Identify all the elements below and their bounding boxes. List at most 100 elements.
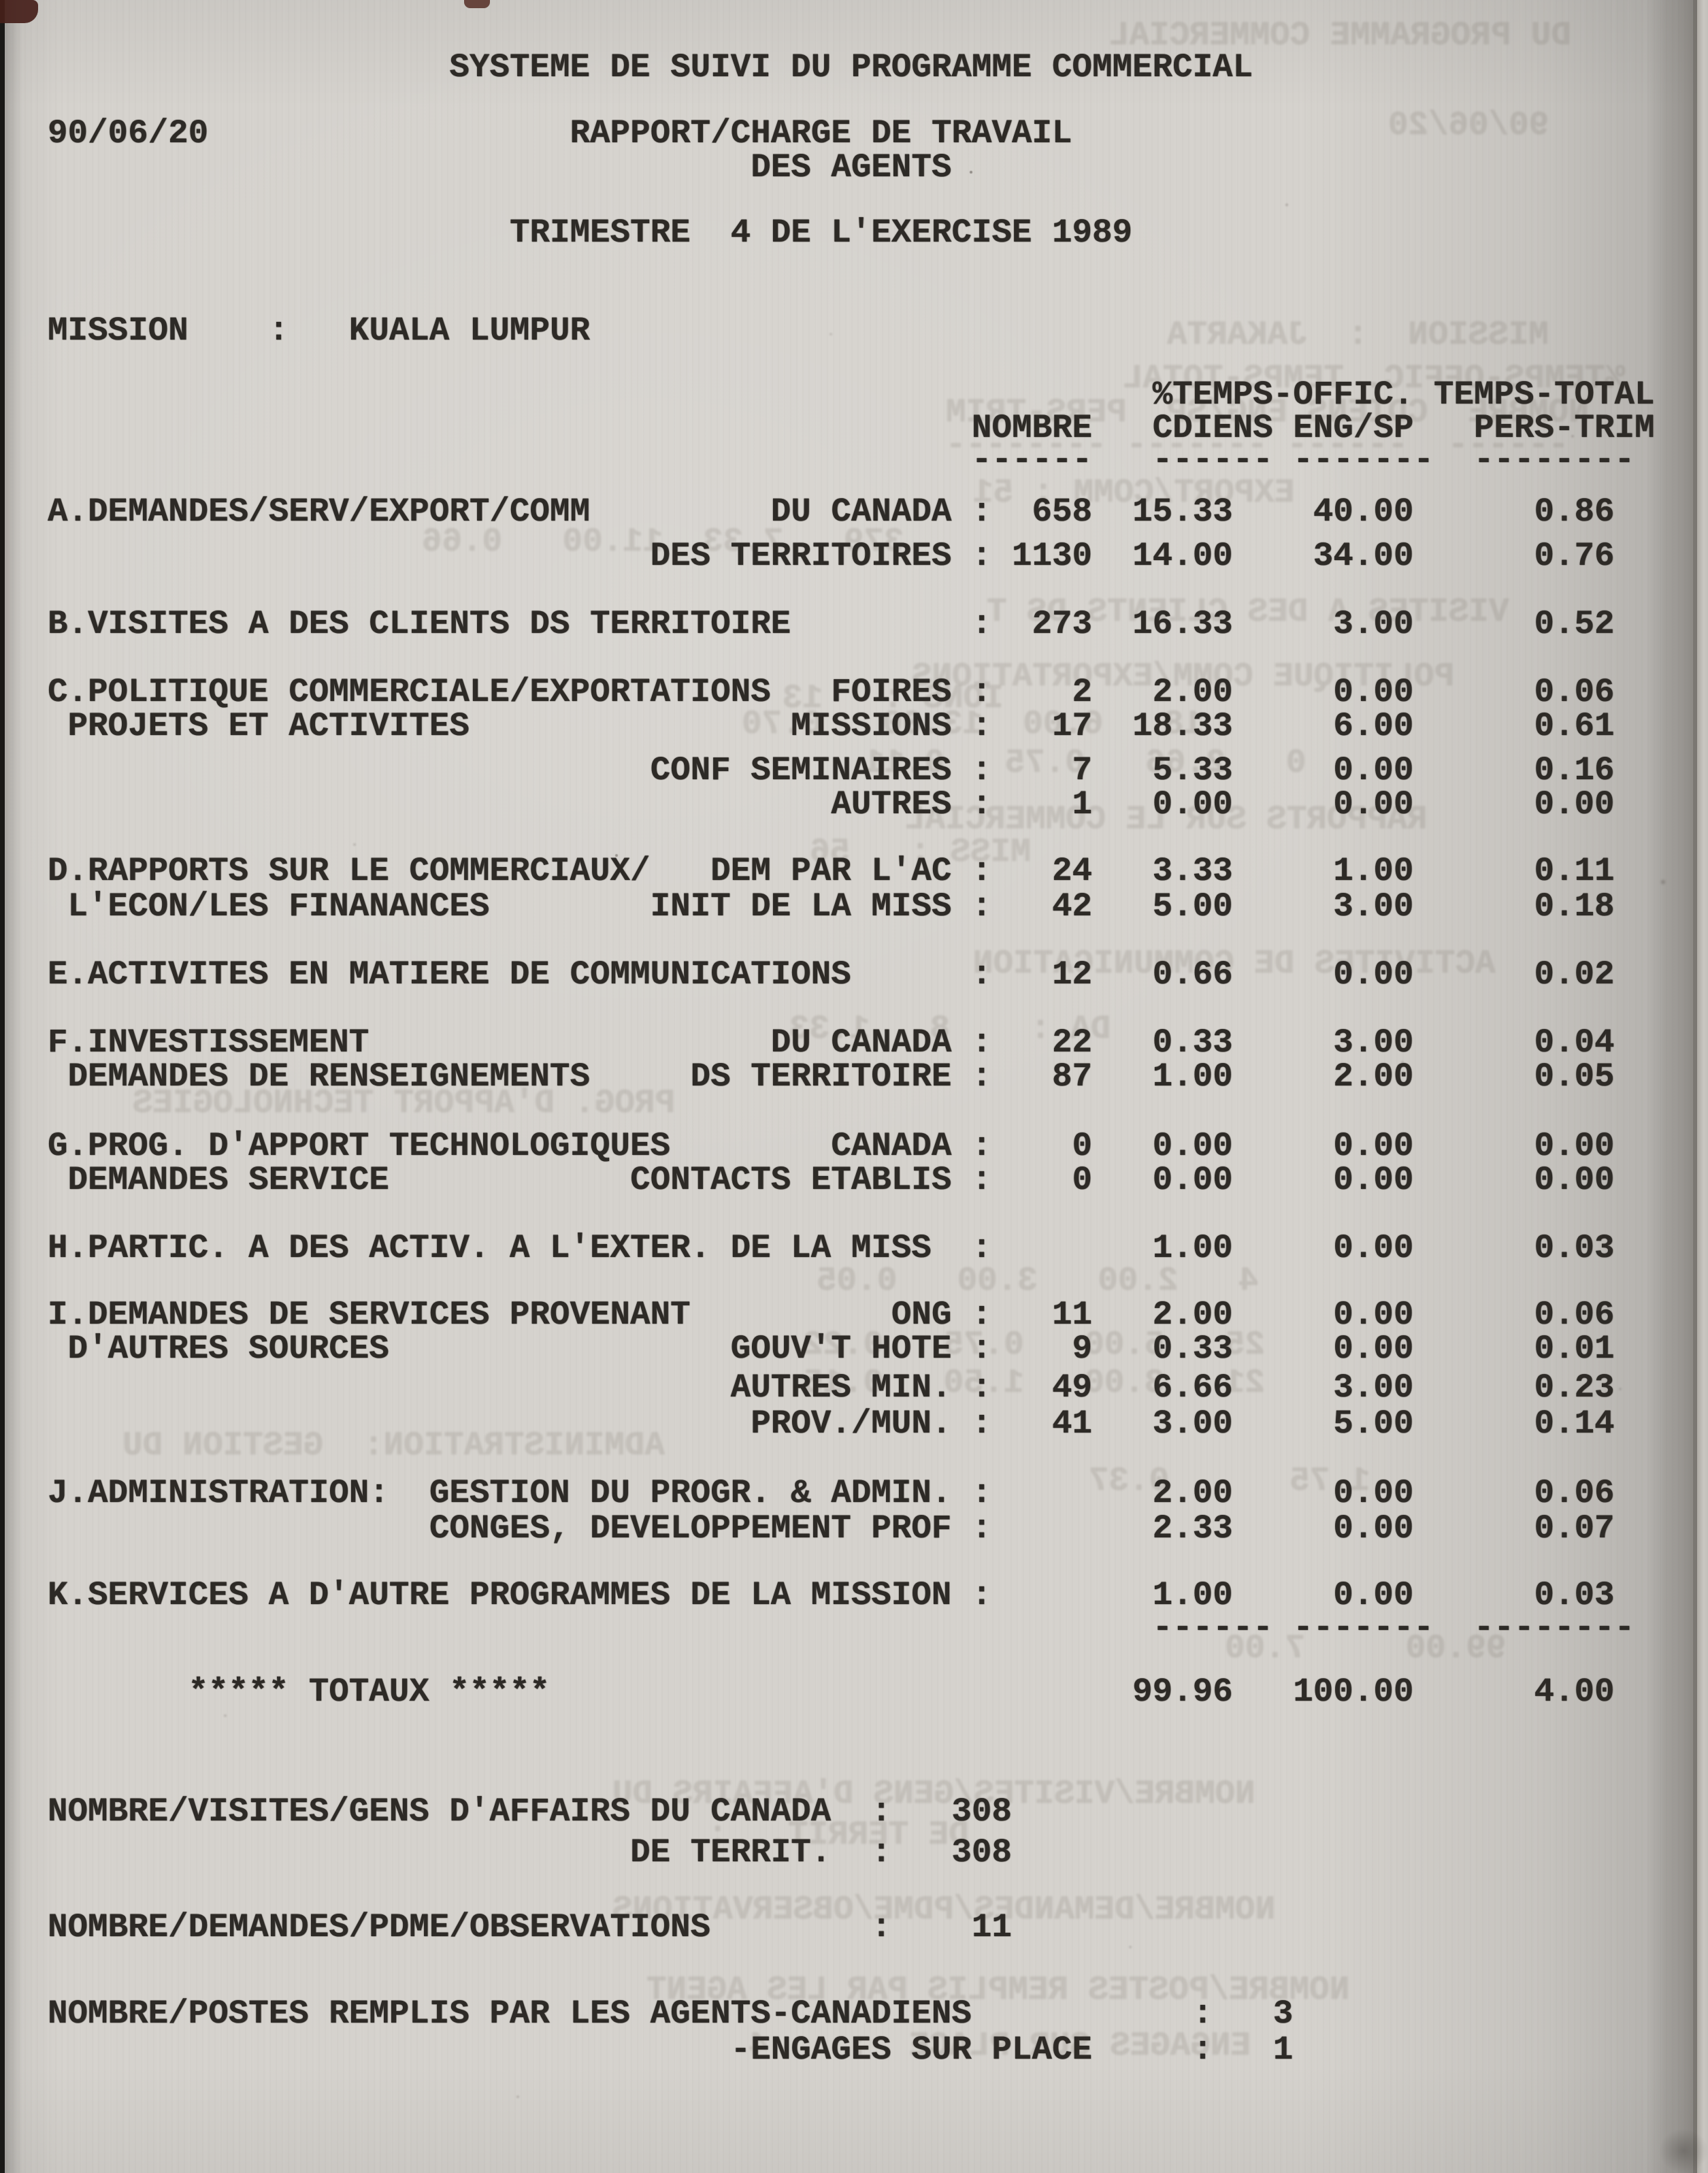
cdiens-value: 0.33 (1152, 1330, 1233, 1368)
cdiens-value: 0.00 (1152, 1161, 1233, 1199)
row-sublabel: INIT DE LA MISS (650, 887, 952, 926)
colon: : (971, 1024, 992, 1062)
scan-edge-left (0, 0, 5, 2173)
ruler: ------- (1293, 441, 1434, 479)
engsp-value: 0.00 (1333, 1296, 1414, 1334)
engsp-value: 1.00 (1333, 852, 1414, 890)
cdiens-value: 1.00 (1152, 1576, 1233, 1614)
colon: : (871, 1833, 891, 1872)
footer-value: 308 (951, 1793, 1012, 1831)
nombre-value: 2 (1072, 673, 1093, 711)
col-header-cdiens: CDIENS (1152, 409, 1273, 447)
col-header-temps-offic: %TEMPS-OFFIC. (1152, 376, 1414, 414)
perstrim-value: 0.04 (1534, 1024, 1615, 1062)
section-label: E.ACTIVITES EN MATIERE DE COMMUNICATIONS (48, 955, 851, 994)
page-edge-line (1693, 0, 1697, 2173)
cdiens-value: 3.00 (1152, 1405, 1233, 1443)
row-i-ong: I.DEMANDES DE SERVICES PROVENANT ONG: 11 2.… (0, 1298, 1708, 1335)
colon: : (971, 955, 992, 994)
bottom-right-smudge (1659, 2129, 1708, 2173)
engsp-value: 0.00 (1333, 1127, 1414, 1165)
row-sublabel: CONTACTS ETABLIS (630, 1161, 952, 1199)
nombre-value: 22 (1052, 1024, 1093, 1062)
report-title-line2: DES AGENTS (751, 148, 952, 186)
engsp-value: 0.00 (1333, 1509, 1414, 1548)
colon: : (971, 1474, 992, 1512)
row-f-territoire: DEMANDES DE RENSEIGNEMENTS DS TERRITOIRE:… (0, 1060, 1708, 1097)
footer-label: -ENGAGES SUR PLACE (730, 2031, 1092, 2069)
row-e: E.ACTIVITES EN MATIERE DE COMMUNICATIONS… (0, 958, 1708, 995)
footer-value: 308 (951, 1833, 1012, 1872)
column-header-line-1: %TEMPS-OFFIC. TEMPS-TOTAL (0, 378, 1708, 415)
perstrim-value: 0.03 (1534, 1229, 1615, 1267)
row-f-canada: F.INVESTISSEMENT DU CANADA: 22 0.33 3.00 0.04 (0, 1026, 1708, 1063)
row-b: B.VISITES A DES CLIENTS DS TERRITOIRE: 27… (0, 605, 1708, 644)
nombre-value: 11 (1052, 1296, 1093, 1334)
row-g-contacts: DEMANDES SERVICE CONTACTS ETABLIS: 0 0.00 0.… (0, 1161, 1708, 1200)
perstrim-value: 0.18 (1534, 887, 1615, 926)
perstrim-value: 0.01 (1534, 1330, 1615, 1368)
row-sublabel: DEM PAR L'AC (710, 852, 952, 890)
colon: : (971, 707, 992, 745)
period-line: TRIMESTRE 4 DE L'EXERCISE 1989 (0, 216, 1708, 253)
page-binding-shadow (1647, 0, 1693, 2173)
row-sublabel: DU CANADA (770, 493, 952, 531)
colon: : (971, 1369, 992, 1407)
perstrim-value: 0.76 (1534, 537, 1615, 575)
page-edge-outer (1697, 0, 1708, 2173)
footer-postes-engages: -ENGAGES SUR PLACE: 1 (0, 2033, 1708, 2070)
scan-edge-left-shadow (5, 0, 22, 2173)
colon: : (971, 1161, 992, 1199)
title-line-2: DES AGENTS (0, 148, 1708, 188)
colon: : (971, 785, 992, 823)
totals-label: ***** TOTAUX ***** (188, 1673, 550, 1711)
row-sublabel: PROV./MUN. (751, 1405, 952, 1443)
row-sublabel: DS TERRITOIRE (690, 1058, 952, 1096)
report-date: 90/06/20 (48, 114, 209, 152)
perstrim-value: 0.11 (1534, 852, 1615, 890)
ruler: ------- (1293, 1609, 1434, 1647)
section-label: C.POLITIQUE COMMERCIALE/EXPORTATIONS (48, 673, 771, 711)
top-edge-ink-mark (464, 0, 490, 8)
engsp-value: 3.00 (1333, 1024, 1414, 1062)
cdiens-value: 3.33 (1152, 852, 1233, 890)
col-header-engsp: ENG/SP (1293, 409, 1414, 447)
cdiens-value: 2.00 (1152, 673, 1233, 711)
nombre-value: 41 (1052, 1405, 1093, 1443)
engsp-value: 5.00 (1333, 1405, 1414, 1443)
cdiens-value: 0.00 (1152, 785, 1233, 823)
row-sublabel: GESTION DU PROGR. & ADMIN. (429, 1474, 952, 1512)
colon: : (971, 1576, 992, 1614)
cdiens-value: 0.33 (1152, 1024, 1233, 1062)
engsp-value: 34.00 (1313, 537, 1414, 575)
cdiens-value: 6.66 (1152, 1369, 1233, 1407)
title-line: SYSTEME DE SUIVI DU PROGRAMME COMMERCIAL (0, 48, 1708, 88)
row-c-autres: AUTRES: 1 0.00 0.00 0.00 (0, 785, 1708, 825)
footer-label: NOMBRE/DEMANDES/PDME/OBSERVATIONS (48, 1908, 711, 1946)
section-label: F.INVESTISSEMENT (48, 1024, 369, 1062)
corner-ink-mark (0, 0, 38, 23)
row-i-prov-mun: PROV./MUN.: 41 3.00 5.00 0.14 (0, 1407, 1708, 1444)
cdiens-value: 0.66 (1152, 955, 1233, 994)
engsp-value: 0.00 (1333, 1330, 1414, 1368)
cdiens-value: 0.00 (1152, 1127, 1233, 1165)
system-title: SYSTEME DE SUIVI DU PROGRAMME COMMERCIAL (449, 48, 1253, 86)
cdiens-value: 2.00 (1152, 1296, 1233, 1334)
footer-value: 1 (1272, 2031, 1294, 2069)
engsp-value: 3.00 (1333, 1369, 1414, 1407)
row-sublabel: CANADA (831, 1127, 952, 1165)
col-header-nombre: NOMBRE (971, 409, 1093, 447)
colon: : (971, 1127, 992, 1165)
colon: : (971, 605, 992, 643)
ruler: ------ (971, 441, 1093, 479)
totals-line: ***** TOTAUX ***** 99.96 100.00 4.00 (0, 1673, 1708, 1712)
cdiens-value: 5.00 (1152, 887, 1233, 926)
ruler: -------- (1473, 441, 1635, 479)
perstrim-value: 0.14 (1534, 1405, 1615, 1443)
row-sublabel: DES TERRITOIRES (650, 537, 952, 575)
section-label-line2: DEMANDES DE RENSEIGNEMENTS (67, 1058, 590, 1096)
cdiens-value: 1.00 (1152, 1058, 1233, 1096)
nombre-value: 49 (1052, 1369, 1093, 1407)
engsp-value: 0.00 (1333, 751, 1414, 789)
